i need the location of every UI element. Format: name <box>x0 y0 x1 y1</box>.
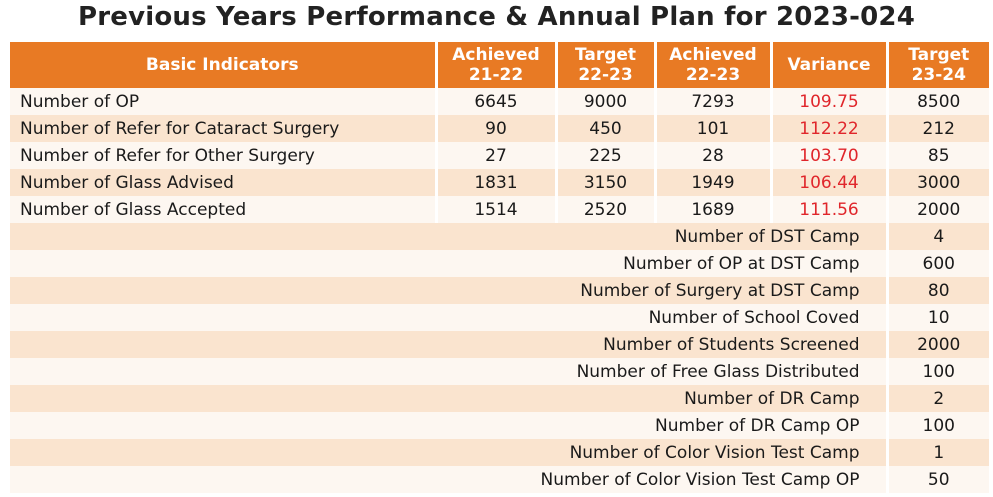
achieved-22-23-value: 1689 <box>655 196 773 223</box>
plan-indicator-label: Number of Students Screened <box>10 331 889 358</box>
indicator-label: Number of Refer for Cataract Surgery <box>10 115 438 142</box>
target-23-24-value: 2000 <box>887 196 989 223</box>
header-target-22-23: Target 22-23 <box>556 42 657 88</box>
achieved-21-22-value: 6645 <box>436 88 558 115</box>
plan-indicator-label: Number of Color Vision Test Camp OP <box>10 466 889 493</box>
plan-indicator-label: Number of DR Camp OP <box>10 412 889 439</box>
plan-target-23-24-value: 4 <box>887 223 989 250</box>
plan-indicator-label: Number of School Coved <box>10 304 889 331</box>
achieved-22-23-value: 7293 <box>655 88 773 115</box>
header-achieved-22-23-year: 22-23 <box>685 65 741 85</box>
header-achieved-21-22-label: Achieved <box>452 45 540 65</box>
plan-target-23-24-value: 600 <box>887 250 989 277</box>
plan-target-23-24-value: 2 <box>887 385 989 412</box>
header-target-22-23-year: 22-23 <box>578 65 633 85</box>
plan-indicator-label: Number of Color Vision Test Camp <box>10 439 889 466</box>
indicator-label: Number of Glass Advised <box>10 169 438 196</box>
variance-value: 111.56 <box>771 196 889 223</box>
plan-target-23-24-value: 1 <box>887 439 989 466</box>
target-22-23-value: 9000 <box>556 88 657 115</box>
table-row: Number of Glass Advised 1831 3150 1949 1… <box>10 169 989 196</box>
achieved-22-23-value: 28 <box>655 142 773 169</box>
plan-indicator-label: Number of Surgery at DST Camp <box>10 277 889 304</box>
plan-row: Number of DR Camp 2 <box>10 385 989 412</box>
table-row: Number of Refer for Other Surgery 27 225… <box>10 142 989 169</box>
plan-row: Number of Color Vision Test Camp 1 <box>10 439 989 466</box>
plan-row: Number of Free Glass Distributed 100 <box>10 358 989 385</box>
achieved-21-22-value: 1514 <box>436 196 558 223</box>
plan-target-23-24-value: 100 <box>887 412 989 439</box>
plan-row: Number of OP at DST Camp 600 <box>10 250 989 277</box>
variance-value: 112.22 <box>771 115 889 142</box>
plan-target-23-24-value: 50 <box>887 466 989 493</box>
header-achieved-22-23-label: Achieved <box>669 45 757 65</box>
plan-target-23-24-value: 2000 <box>887 331 989 358</box>
header-variance: Variance <box>771 42 889 88</box>
plan-indicator-label: Number of OP at DST Camp <box>10 250 889 277</box>
achieved-21-22-value: 27 <box>436 142 558 169</box>
target-22-23-value: 2520 <box>556 196 657 223</box>
plan-target-23-24-value: 10 <box>887 304 989 331</box>
header-target-23-24-label: Target <box>908 45 970 65</box>
page-title: Previous Years Performance & Annual Plan… <box>77 2 916 32</box>
plan-row: Number of DST Camp 4 <box>10 223 989 250</box>
target-22-23-value: 3150 <box>556 169 657 196</box>
plan-indicator-label: Number of DST Camp <box>10 223 889 250</box>
target-23-24-value: 3000 <box>887 169 989 196</box>
achieved-22-23-value: 101 <box>655 115 773 142</box>
table-row: Number of Glass Accepted 1514 2520 1689 … <box>10 196 989 223</box>
plan-indicator-label: Number of Free Glass Distributed <box>10 358 889 385</box>
performance-table: Basic Indicators Achieved 21-22 Target 2… <box>10 42 989 493</box>
indicator-label: Number of Refer for Other Surgery <box>10 142 438 169</box>
header-achieved-22-23: Achieved 22-23 <box>655 42 773 88</box>
table-row: Number of Refer for Cataract Surgery 90 … <box>10 115 989 142</box>
target-23-24-value: 8500 <box>887 88 989 115</box>
indicator-label: Number of OP <box>10 88 438 115</box>
indicator-label: Number of Glass Accepted <box>10 196 438 223</box>
table-header-row: Basic Indicators Achieved 21-22 Target 2… <box>10 42 989 88</box>
target-23-24-value: 212 <box>887 115 989 142</box>
target-23-24-value: 85 <box>887 142 989 169</box>
header-target-23-24-year: 23-24 <box>911 65 966 85</box>
variance-value: 109.75 <box>771 88 889 115</box>
achieved-21-22-value: 90 <box>436 115 558 142</box>
header-achieved-21-22-year: 21-22 <box>468 65 524 85</box>
target-22-23-value: 225 <box>556 142 657 169</box>
plan-row: Number of School Coved 10 <box>10 304 989 331</box>
variance-value: 106.44 <box>771 169 889 196</box>
plan-target-23-24-value: 100 <box>887 358 989 385</box>
achieved-22-23-value: 1949 <box>655 169 773 196</box>
header-target-22-23-label: Target <box>574 45 637 65</box>
header-achieved-21-22: Achieved 21-22 <box>436 42 558 88</box>
variance-value: 103.70 <box>771 142 889 169</box>
table-row: Number of OP 6645 9000 7293 109.75 8500 <box>10 88 989 115</box>
header-target-23-24: Target 23-24 <box>887 42 989 88</box>
plan-row: Number of Color Vision Test Camp OP 50 <box>10 466 989 493</box>
achieved-21-22-value: 1831 <box>436 169 558 196</box>
plan-indicator-label: Number of DR Camp <box>10 385 889 412</box>
plan-target-23-24-value: 80 <box>887 277 989 304</box>
target-22-23-value: 450 <box>556 115 657 142</box>
plan-row: Number of Surgery at DST Camp 80 <box>10 277 989 304</box>
plan-row: Number of Students Screened 2000 <box>10 331 989 358</box>
plan-row: Number of DR Camp OP 100 <box>10 412 989 439</box>
header-basic-indicators: Basic Indicators <box>10 42 438 88</box>
